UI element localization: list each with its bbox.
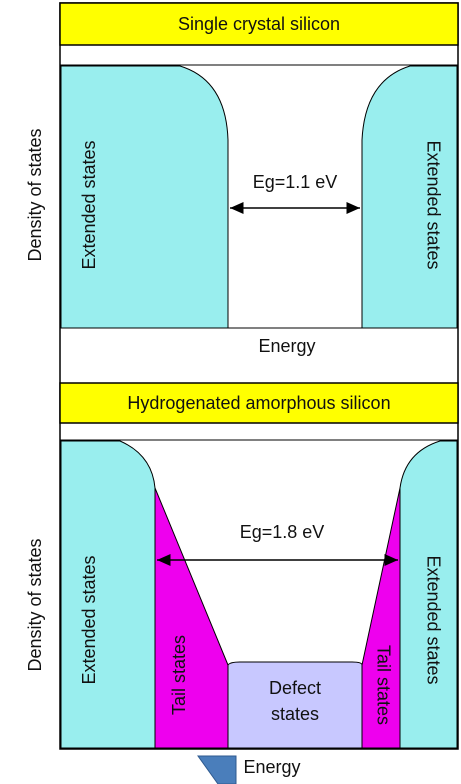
arrow-icon <box>197 755 237 784</box>
left-band <box>60 440 156 749</box>
defect-label-box: Defect states <box>268 678 322 724</box>
right-band <box>361 65 458 329</box>
band-label: Extended states <box>79 555 99 684</box>
x-label: Energy <box>243 757 300 777</box>
defect-band <box>227 661 363 749</box>
right-band <box>399 440 458 749</box>
defect-label: Defect states <box>268 678 322 724</box>
panel-title: Single crystal silicon <box>178 14 340 34</box>
gap-label: Eg=1.1 eV <box>253 172 338 192</box>
title-bar <box>59 2 459 46</box>
left-band <box>60 65 229 329</box>
y-label: Density of states <box>25 128 45 261</box>
band-label: Extended states <box>423 140 443 269</box>
tail-label: Tail states <box>373 645 393 725</box>
x-label: Energy <box>258 336 315 356</box>
panel-title: Hydrogenated amorphous silicon <box>127 393 390 413</box>
tail-label: Tail states <box>169 635 189 715</box>
y-label: Density of states <box>25 538 45 671</box>
title-bar <box>59 382 459 424</box>
band-label: Extended states <box>423 555 443 684</box>
band-label: Extended states <box>79 140 99 269</box>
gap-label: Eg=1.8 eV <box>240 522 325 542</box>
